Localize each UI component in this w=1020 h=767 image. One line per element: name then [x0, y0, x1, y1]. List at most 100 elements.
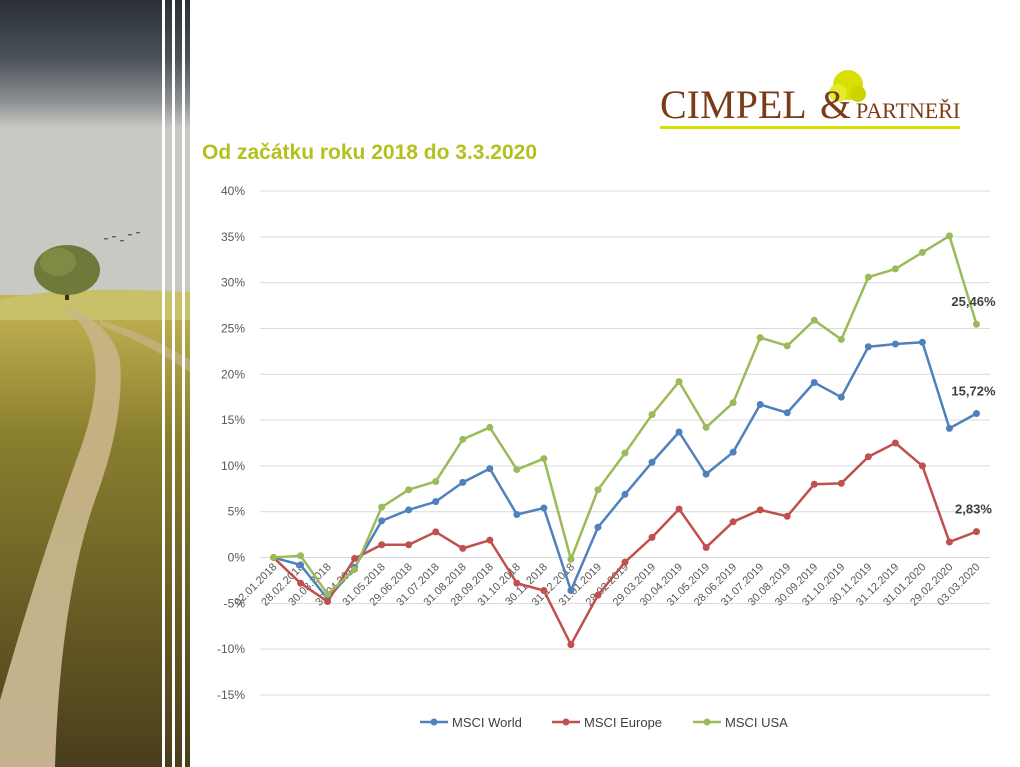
data-point: [675, 428, 683, 436]
data-point: [378, 517, 386, 525]
data-point: [864, 453, 872, 461]
data-point: [729, 399, 737, 407]
data-point: [648, 411, 656, 419]
data-point: [486, 423, 494, 431]
data-point: [540, 504, 548, 512]
legend-marker: [430, 718, 438, 726]
data-point: [972, 409, 980, 417]
y-axis-ticks: 40% 35% 30% 25% 20% 15% 10% 5% 0% -5% -10% -15%: [217, 184, 245, 702]
data-point: [513, 579, 521, 587]
data-point: [432, 528, 440, 536]
data-point: [432, 498, 440, 506]
data-point: [297, 561, 305, 569]
data-point: [783, 409, 791, 417]
data-point: [594, 591, 602, 599]
data-point: [621, 449, 629, 457]
data-point: [351, 554, 359, 562]
data-point: [891, 340, 899, 348]
data-point: [810, 480, 818, 488]
data-point: [864, 343, 872, 351]
data-point: [405, 486, 413, 494]
data-point: [297, 552, 305, 560]
end-data-labels: 15,72% 2,83% 25,46%: [951, 294, 996, 516]
y-tick-label: 0%: [228, 551, 246, 565]
data-point: [945, 538, 953, 546]
data-point: [297, 579, 305, 587]
data-point: [405, 506, 413, 514]
data-point: [540, 455, 548, 463]
data-point: [945, 424, 953, 432]
legend-label: MSCI World: [452, 715, 522, 730]
legend-label: MSCI Europe: [584, 715, 662, 730]
data-point: [702, 423, 710, 431]
data-point: [837, 393, 845, 401]
legend: MSCI World MSCI Europe MSCI USA: [420, 715, 788, 730]
landscape-photo: [0, 0, 190, 767]
data-point: [621, 558, 629, 566]
legend-label: MSCI USA: [725, 715, 788, 730]
series-line: [273, 234, 978, 596]
data-point: [783, 342, 791, 350]
data-point: [972, 320, 980, 328]
end-value-label: 2,83%: [955, 502, 992, 517]
data-point: [405, 541, 413, 549]
y-tick-label: -15%: [217, 688, 245, 702]
company-logo: CIMPEL & PARTNEŘI: [660, 70, 960, 129]
data-point: [594, 523, 602, 531]
end-value-label: 15,72%: [951, 383, 996, 398]
data-point: [729, 448, 737, 456]
line-chart: 40%35%30%25%20%15%10%5%0%-5%-10%-15% 02.…: [217, 184, 996, 730]
data-point: [783, 512, 791, 520]
data-point: [459, 478, 467, 486]
logo-name-suffix: PARTNEŘI: [856, 98, 960, 123]
data-point: [324, 590, 332, 598]
data-point: [702, 543, 710, 551]
data-point: [918, 338, 926, 346]
y-tick-label: 30%: [221, 276, 245, 290]
data-point: [459, 544, 467, 552]
leaf-emblem-icon: [829, 70, 866, 102]
data-point: [810, 316, 818, 324]
data-point: [432, 477, 440, 485]
data-point: [486, 465, 494, 473]
y-tick-label: 5%: [228, 505, 246, 519]
data-point: [513, 510, 521, 518]
data-point: [918, 462, 926, 470]
data-point: [756, 506, 764, 514]
data-point: [945, 232, 953, 240]
legend-marker: [562, 718, 570, 726]
y-tick-label: 35%: [221, 230, 245, 244]
data-point: [702, 470, 710, 478]
data-point: [567, 587, 575, 595]
data-point: [648, 458, 656, 466]
data-point: [756, 334, 764, 342]
data-point: [324, 598, 332, 606]
data-point: [567, 641, 575, 649]
data-point: [864, 273, 872, 281]
logo-underline: [660, 126, 960, 129]
y-tick-label: 25%: [221, 321, 245, 335]
data-point: [810, 379, 818, 387]
y-tick-label: -5%: [224, 596, 246, 610]
data-point: [621, 490, 629, 498]
data-point: [648, 533, 656, 541]
data-point: [675, 505, 683, 513]
data-point: [459, 435, 467, 443]
data-point: [675, 378, 683, 386]
data-point: [891, 439, 899, 447]
end-value-label: 25,46%: [951, 294, 996, 309]
data-point: [513, 466, 521, 474]
data-point: [837, 479, 845, 487]
series-points: [270, 232, 980, 649]
gridlines: [260, 190, 990, 696]
legend-marker: [703, 718, 711, 726]
data-point: [351, 565, 359, 573]
data-point: [378, 541, 386, 549]
y-tick-label: 20%: [221, 367, 245, 381]
data-point: [891, 265, 899, 273]
data-point: [837, 335, 845, 343]
data-point: [270, 554, 278, 562]
y-tick-label: 10%: [221, 459, 245, 473]
data-point: [918, 248, 926, 256]
logo-name-main: CIMPEL: [660, 82, 807, 127]
